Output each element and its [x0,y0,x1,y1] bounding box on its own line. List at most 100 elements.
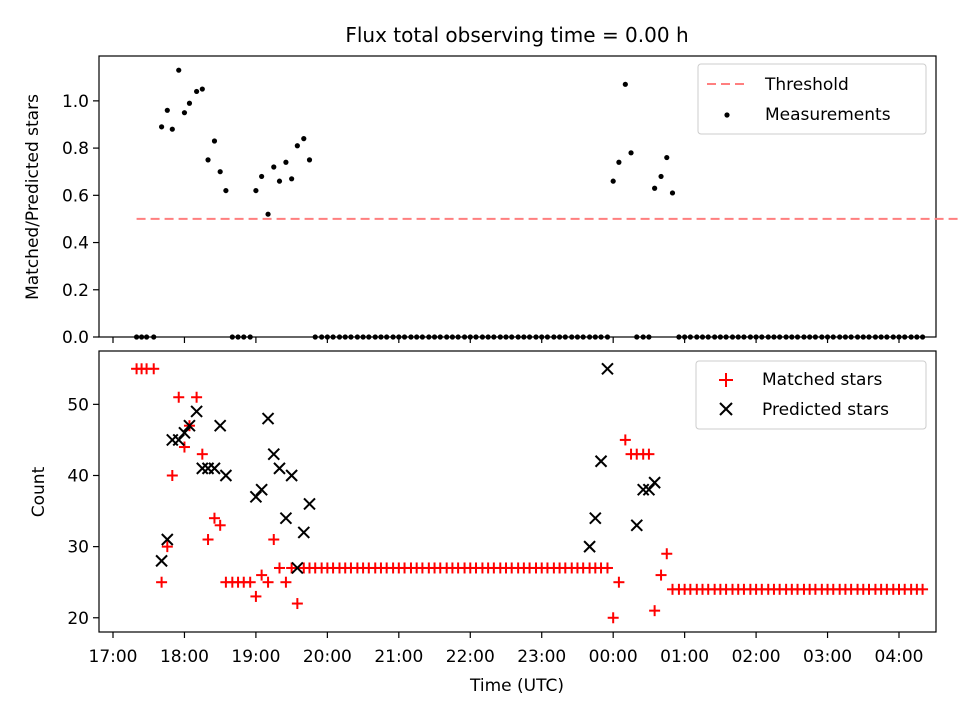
legend-predicted-label: Predicted stars [762,400,889,420]
measurement-point [271,164,277,170]
matched-star-marker [613,576,625,588]
measurement-point [634,334,640,340]
bottom-x-tick-label: 21:00 [374,647,423,667]
bottom-x-tick-label: 04:00 [875,647,924,667]
measurement-point [479,334,486,340]
measurement-point [837,334,843,340]
measurement-point [497,334,503,340]
predicted-star-marker [267,447,280,461]
predicted-star-marker [279,511,293,525]
measurement-point [390,334,396,340]
predicted-star-marker [648,476,661,489]
measurement-point [330,334,336,340]
bottom-x-tick-label: 22:00 [446,647,495,667]
measurement-point [348,334,354,340]
bottom-legend: Matched stars Predicted stars [695,360,927,430]
bottom-x-tick-label: 03:00 [803,647,852,667]
measurement-point [319,334,325,340]
predicted-star-marker [178,426,191,440]
matched-star-marker [196,448,208,460]
top-panel-matched-ratio: 0.0 0.2 0.4 0.6 0.8 1.0 Matched/Predicted sta… [23,55,960,348]
measurement-point [138,334,145,340]
matched-star-marker [214,519,226,531]
predicted-star-marker [583,540,596,553]
measurement-point [777,334,783,340]
measurement-point [354,334,360,340]
predicted-star-marker [155,554,168,568]
measurement-point [622,81,628,87]
measurement-point [342,334,348,340]
measurement-point [164,107,170,113]
matched-star-marker [286,562,298,574]
measurement-point [223,187,229,194]
measurement-point [414,334,420,340]
measurement-point [181,110,188,116]
predicted-star-marker [208,462,221,475]
measurement-point [676,334,682,340]
measurement-point [509,334,515,340]
predicted-star-marker [196,462,209,475]
measurement-point [217,169,223,175]
measurement-point [729,334,736,340]
legend-threshold-label: Threshold [764,75,849,95]
legend-measurements-swatch [724,112,730,118]
predicted-star-marker [297,526,310,539]
legend-matched-swatch [719,373,733,387]
measurement-point [205,157,211,163]
measurement-point [526,334,533,340]
measurement-point [610,178,616,184]
bottom-panel-frame [98,350,937,633]
measurement-point [437,334,443,340]
measurement-point [229,334,235,340]
measurement-point [408,334,414,340]
measurement-point [592,334,598,340]
measurement-point [544,334,551,340]
measurement-points [133,67,926,340]
measurement-point [860,334,866,340]
measurement-point [866,334,872,340]
matched-star-marker [643,448,655,460]
bottom-panel-y-ticks: 20 30 40 50 [67,395,99,629]
measurement-point [587,334,593,340]
measurement-point [419,334,425,340]
measurement-point [682,334,688,340]
matched-star-marker [161,541,173,553]
measurement-point [562,334,568,340]
predicted-star-marker [219,469,233,482]
bottom-x-tick-label: 20:00 [303,647,352,667]
measurement-point [551,334,557,340]
predicted-star-marker [285,469,298,482]
bottom-x-tick-label: 01:00 [660,647,709,667]
measurement-point [360,334,366,340]
matched-star-marker [917,583,929,595]
measurement-point [580,334,586,340]
measurement-point [384,334,390,340]
measurement-point [211,138,218,144]
top-y-tick-label: 0.0 [62,328,89,348]
measurement-point [324,334,330,340]
predicted-star-marker [161,533,174,546]
measurement-point [759,334,765,340]
predicted-star-marker [636,483,650,496]
measurement-point [628,150,634,156]
measurement-point [473,334,479,340]
measurement-point [426,334,432,340]
measurement-point [789,334,795,340]
measurement-point [253,187,259,194]
measurement-point [169,126,175,132]
matched-star-marker [178,441,190,453]
matched-star-marker [191,391,203,403]
measurement-point [616,159,622,165]
predicted-star-marker [291,561,304,575]
measurement-point [807,334,813,340]
measurement-point [699,334,706,340]
measurement-point [765,334,771,340]
measurement-point [158,124,165,130]
measurement-point [151,334,157,340]
measurement-point [872,334,879,340]
measurement-point [396,334,402,340]
measurement-point [569,334,575,340]
measurement-point [735,334,741,340]
measurement-point [908,334,914,340]
